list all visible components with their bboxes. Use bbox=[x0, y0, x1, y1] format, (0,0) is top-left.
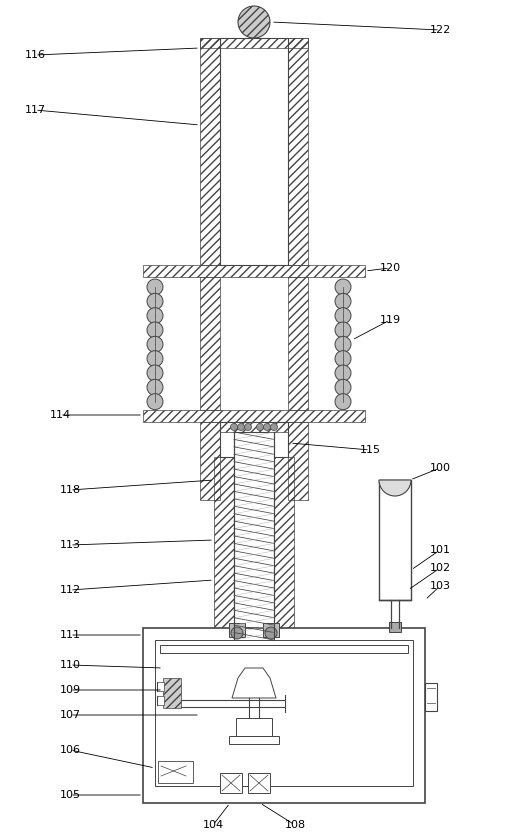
Bar bbox=[389, 622, 401, 632]
Circle shape bbox=[335, 322, 351, 338]
Circle shape bbox=[147, 336, 163, 352]
Bar bbox=[155, 640, 413, 786]
Circle shape bbox=[147, 350, 163, 367]
Bar bbox=[379, 480, 411, 600]
Circle shape bbox=[335, 394, 351, 410]
Bar bbox=[158, 761, 193, 783]
Text: 110: 110 bbox=[59, 660, 80, 670]
Bar bbox=[157, 696, 164, 705]
Circle shape bbox=[238, 423, 244, 430]
Circle shape bbox=[231, 627, 243, 639]
Circle shape bbox=[147, 322, 163, 338]
Text: 118: 118 bbox=[59, 485, 81, 495]
Text: 104: 104 bbox=[202, 820, 224, 830]
Text: 119: 119 bbox=[379, 315, 401, 325]
Circle shape bbox=[147, 380, 163, 396]
Text: 113: 113 bbox=[59, 540, 80, 550]
Circle shape bbox=[335, 307, 351, 323]
Bar bbox=[220, 38, 288, 265]
Circle shape bbox=[147, 394, 163, 410]
Circle shape bbox=[238, 6, 270, 38]
Text: 100: 100 bbox=[429, 463, 451, 473]
Text: 106: 106 bbox=[59, 745, 80, 755]
Text: 102: 102 bbox=[429, 563, 451, 573]
Text: 105: 105 bbox=[59, 790, 80, 800]
Polygon shape bbox=[232, 668, 276, 698]
Text: 108: 108 bbox=[284, 820, 306, 830]
Bar bbox=[229, 736, 279, 744]
Text: 117: 117 bbox=[24, 105, 46, 115]
Circle shape bbox=[147, 365, 163, 381]
Text: 116: 116 bbox=[24, 50, 46, 60]
Circle shape bbox=[335, 336, 351, 352]
Bar bbox=[229, 623, 245, 637]
Circle shape bbox=[335, 380, 351, 396]
Text: 114: 114 bbox=[49, 410, 71, 420]
Bar bbox=[200, 38, 220, 265]
Bar bbox=[288, 277, 308, 410]
Text: 107: 107 bbox=[59, 710, 81, 720]
Bar bbox=[236, 718, 272, 736]
Text: 101: 101 bbox=[429, 545, 451, 555]
Text: 112: 112 bbox=[59, 585, 81, 595]
Bar bbox=[143, 410, 365, 422]
Bar bbox=[220, 773, 242, 793]
Circle shape bbox=[147, 307, 163, 323]
Circle shape bbox=[335, 365, 351, 381]
Text: 122: 122 bbox=[429, 25, 451, 35]
Circle shape bbox=[335, 350, 351, 367]
Bar bbox=[425, 683, 437, 711]
Bar bbox=[200, 422, 220, 500]
Circle shape bbox=[257, 423, 264, 430]
Bar bbox=[274, 457, 294, 640]
Text: 109: 109 bbox=[59, 685, 81, 695]
Bar bbox=[200, 277, 220, 410]
Bar bbox=[248, 773, 270, 793]
Bar bbox=[157, 682, 164, 691]
Circle shape bbox=[244, 423, 251, 430]
Bar bbox=[263, 623, 279, 637]
Bar bbox=[160, 645, 408, 653]
Text: 103: 103 bbox=[429, 581, 451, 591]
Circle shape bbox=[264, 423, 270, 430]
Bar bbox=[234, 432, 274, 640]
Bar bbox=[220, 422, 288, 432]
Circle shape bbox=[335, 293, 351, 309]
Circle shape bbox=[147, 293, 163, 309]
Bar bbox=[143, 265, 365, 277]
Bar bbox=[143, 628, 425, 803]
Bar bbox=[214, 457, 234, 640]
Bar bbox=[220, 422, 288, 457]
Text: 120: 120 bbox=[379, 263, 401, 273]
Circle shape bbox=[147, 279, 163, 295]
Text: 111: 111 bbox=[59, 630, 80, 640]
Circle shape bbox=[231, 423, 238, 430]
Bar bbox=[288, 38, 308, 265]
Bar bbox=[200, 38, 308, 48]
Circle shape bbox=[270, 423, 277, 430]
Bar bbox=[163, 678, 181, 708]
Wedge shape bbox=[379, 480, 411, 496]
Circle shape bbox=[265, 627, 277, 639]
Text: 115: 115 bbox=[360, 445, 380, 455]
Bar bbox=[288, 422, 308, 500]
Circle shape bbox=[335, 279, 351, 295]
